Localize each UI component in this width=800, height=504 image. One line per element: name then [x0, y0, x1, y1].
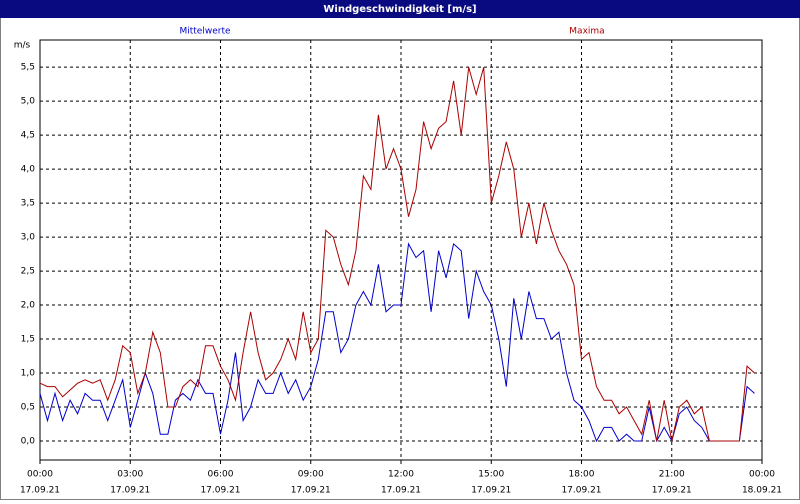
x-tick-date: 18.09.21 — [742, 486, 782, 496]
x-tick-date: 17.09.21 — [200, 486, 240, 496]
x-tick-label: 03:00 — [117, 470, 143, 480]
y-tick-label: 3,0 — [21, 233, 36, 243]
x-tick-label: 12:00 — [388, 470, 414, 480]
x-tick-label: 09:00 — [298, 470, 324, 480]
x-tick-label: 00:00 — [27, 470, 53, 480]
data-line — [39, 242, 755, 443]
x-tick-date: 17.09.21 — [110, 486, 150, 496]
x-tick-date: 17.09.21 — [20, 486, 60, 496]
x-tick-label: 06:00 — [208, 470, 234, 480]
y-tick-label: 4,0 — [21, 165, 36, 175]
x-tick-label: 15:00 — [478, 470, 504, 480]
x-tick-date: 17.09.21 — [471, 486, 511, 496]
chart-title: Windgeschwindigkeit [m/s] — [323, 4, 476, 15]
legend-entry: Maxima — [569, 27, 604, 37]
data-line — [39, 67, 755, 442]
y-tick-label: 0,0 — [21, 436, 36, 446]
y-tick-label: 5,5 — [21, 63, 35, 73]
x-tick-date: 17.09.21 — [381, 486, 421, 496]
y-tick-label: 2,0 — [21, 301, 36, 311]
y-tick-label: 5,0 — [21, 97, 36, 107]
y-tick-label: 4,5 — [21, 131, 35, 141]
x-tick-label: 00:00 — [749, 470, 775, 480]
x-tick-date: 17.09.21 — [561, 486, 601, 496]
x-tick-date: 17.09.21 — [291, 486, 331, 496]
y-unit: m/s — [14, 41, 31, 51]
y-tick-label: 1,5 — [21, 335, 35, 345]
y-tick-label: 3,5 — [21, 199, 35, 209]
y-tick-label: 2,5 — [21, 267, 35, 277]
x-tick-label: 18:00 — [569, 470, 595, 480]
y-tick-label: 1,0 — [21, 369, 36, 379]
x-tick-label: 21:00 — [659, 470, 685, 480]
x-tick-date: 17.09.21 — [652, 486, 692, 496]
y-tick-label: 0,5 — [21, 402, 35, 412]
legend-entry: Mittelwerte — [179, 27, 230, 37]
title-bar — [0, 0, 800, 18]
